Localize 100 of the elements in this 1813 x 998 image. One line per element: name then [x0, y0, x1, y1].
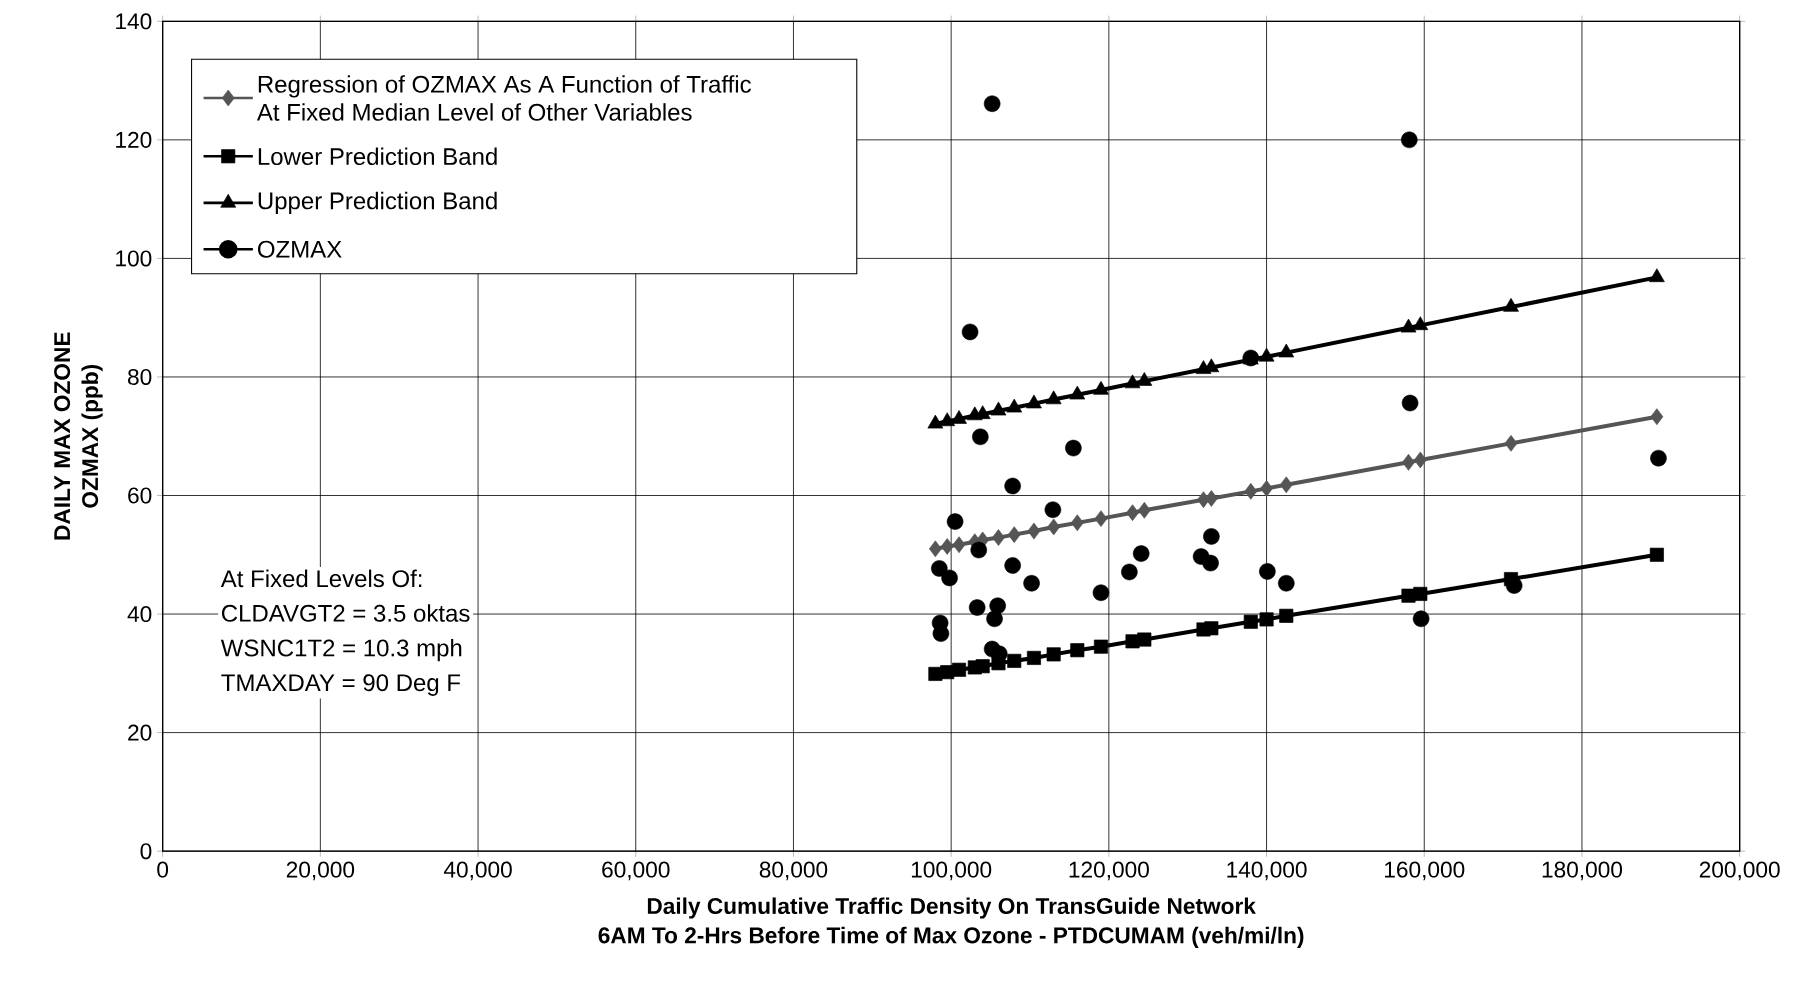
- point: [931, 560, 948, 577]
- point: [939, 412, 956, 427]
- point: [1007, 653, 1022, 668]
- point: [1259, 563, 1276, 580]
- x-tick-label: 120,000: [1069, 861, 1149, 881]
- point: [1650, 408, 1664, 426]
- annotation: CLDAVGT2 = 3.5 oktas: [221, 604, 470, 622]
- point: [986, 610, 1003, 628]
- point: [932, 625, 950, 642]
- y-tick-label: 80: [128, 369, 152, 386]
- legend-label: OZMAX: [258, 240, 342, 258]
- x-tick-label: 40,000: [443, 861, 512, 881]
- point: [1278, 343, 1295, 358]
- point: [1093, 381, 1109, 395]
- point: [970, 541, 988, 559]
- point: [952, 662, 967, 677]
- point: [1202, 554, 1219, 572]
- point: [1124, 374, 1141, 389]
- point: [946, 513, 964, 530]
- point: [1402, 454, 1415, 471]
- point: [1069, 385, 1086, 400]
- point: [1413, 451, 1427, 469]
- point: [1026, 651, 1041, 666]
- y-tick-label: 20: [128, 724, 152, 741]
- point: [1243, 614, 1258, 629]
- point: [1279, 608, 1294, 623]
- legend-label: Lower Prediction Band: [258, 147, 497, 166]
- point: [1070, 643, 1085, 658]
- x-tick-label: 0: [157, 861, 169, 878]
- point: [927, 414, 944, 429]
- point: [1126, 504, 1139, 522]
- y-tick-label: 60: [128, 487, 152, 504]
- point: [1503, 298, 1519, 312]
- x-tick-label: 80,000: [759, 861, 828, 881]
- point: [1279, 476, 1293, 494]
- y-tick-label: 100: [116, 250, 152, 267]
- point: [1258, 347, 1275, 362]
- point: [1649, 547, 1664, 562]
- point: [1044, 501, 1062, 519]
- x-tick-label: 180,000: [1542, 861, 1623, 881]
- point: [961, 323, 979, 341]
- point: [1413, 586, 1428, 602]
- point: [1023, 575, 1040, 592]
- point: [1047, 518, 1060, 536]
- y-tick-label: 40: [127, 606, 152, 623]
- legend-label: Upper Prediction Band: [258, 191, 497, 215]
- point: [1093, 639, 1108, 654]
- legend-label: Regression of OZMAX As A Function of Traffic At Fixed Median Level of Other Variables: [256, 75, 751, 121]
- y-axis-title: DAILY MAX OZONE OZMAX (ppb): [54, 332, 103, 540]
- point: [1026, 394, 1042, 409]
- point: [1045, 390, 1062, 405]
- y-tick-label: 0: [140, 843, 152, 860]
- point: [1136, 372, 1153, 386]
- point: [1137, 632, 1152, 647]
- point: [1401, 394, 1419, 412]
- point: [1205, 490, 1218, 507]
- point: [1244, 483, 1258, 500]
- point: [1070, 514, 1084, 532]
- point: [1132, 545, 1150, 562]
- x-tick-label: 140,000: [1227, 861, 1307, 881]
- point: [1412, 316, 1429, 331]
- point: [951, 410, 967, 424]
- point: [1092, 584, 1110, 602]
- point: [1203, 528, 1220, 545]
- point: [1504, 435, 1518, 452]
- y-tick-label: 140: [116, 13, 152, 30]
- point: [1400, 318, 1417, 333]
- annotation: TMAXDAY = 90 Deg F: [221, 674, 461, 697]
- point: [1505, 577, 1523, 594]
- point: [1259, 612, 1274, 627]
- annotation: At Fixed Levels Of:: [220, 569, 422, 588]
- point: [1412, 610, 1430, 628]
- point: [975, 659, 990, 674]
- point: [1004, 477, 1021, 495]
- point: [1204, 621, 1219, 636]
- point: [1046, 647, 1061, 662]
- point: [1004, 557, 1021, 574]
- point: [941, 569, 958, 587]
- x-tick-label: 100,000: [911, 861, 992, 881]
- point: [972, 428, 989, 446]
- point: [968, 599, 986, 616]
- x-tick-label: 160,000: [1385, 861, 1465, 881]
- point: [1007, 526, 1021, 544]
- x-tick-label: 20,000: [286, 861, 355, 881]
- annotation: WSNC1T2 = 10.3 mph: [220, 638, 462, 662]
- x-tick-label: 60,000: [602, 861, 670, 881]
- point: [952, 536, 966, 554]
- point: [1027, 522, 1041, 540]
- x-axis-title: Daily Cumulative Traffic Density On TransGuide Network 6AM To 2-Hrs Before Time of Max Ozone - PTDCUMAM (veh/mi/ln): [598, 897, 1304, 948]
- point: [992, 529, 1005, 547]
- point: [1650, 449, 1667, 467]
- point: [1278, 575, 1295, 592]
- y-tick-label: 120: [116, 131, 152, 148]
- point: [1094, 510, 1108, 528]
- point: [1260, 480, 1273, 497]
- point: [1006, 398, 1023, 413]
- x-tick-label: 200,000: [1699, 861, 1780, 881]
- point: [940, 538, 954, 555]
- point: [1649, 268, 1665, 283]
- point: [1121, 563, 1138, 581]
